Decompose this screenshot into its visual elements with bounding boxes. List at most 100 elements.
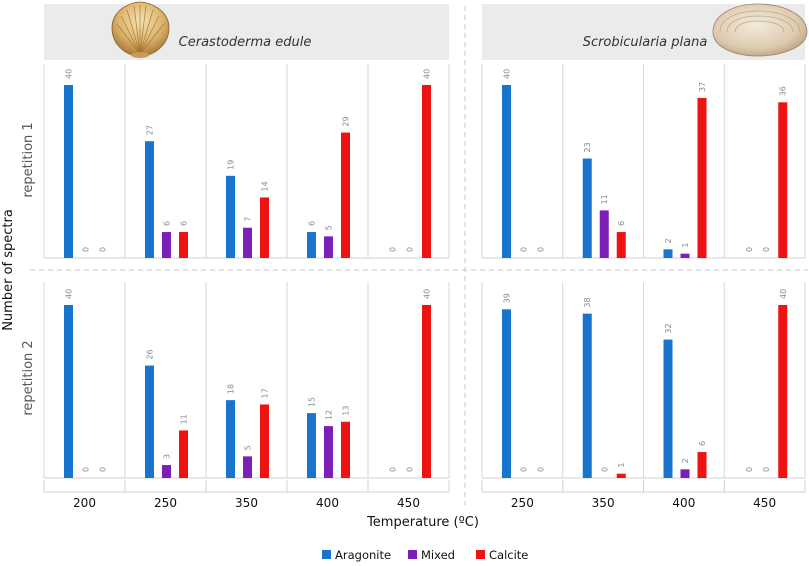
- bar-cerastoderma-edule-rep2-400-mixed: [324, 426, 333, 478]
- data-label-cerastoderma-edule-rep2-250-aragonite: 26: [146, 349, 155, 359]
- data-label-cerastoderma-edule-rep1-400-calcite: 29: [342, 116, 351, 126]
- bar-cerastoderma-edule-rep2-250-mixed: [162, 465, 171, 478]
- y-axis-title: Number of spectra: [1, 209, 16, 331]
- bar-scrobicularia-plana-rep2-350-aragonite: [582, 313, 592, 478]
- bar-scrobicularia-plana-rep1-250-aragonite: [502, 85, 511, 258]
- data-label-cerastoderma-edule-rep2-350-mixed: 5: [244, 445, 253, 450]
- bar-cerastoderma-edule-rep2-200-aragonite: [64, 305, 73, 478]
- data-label-scrobicularia-plana-rep1-450-mixed: 0: [762, 247, 771, 252]
- data-label-scrobicularia-plana-rep2-350-calcite: 1: [617, 463, 626, 468]
- data-label-scrobicularia-plana-rep1-400-mixed: 1: [681, 243, 690, 248]
- data-label-scrobicularia-plana-rep1-350-mixed: 11: [600, 194, 609, 204]
- bar-cerastoderma-edule-rep1-200-aragonite: [64, 85, 73, 258]
- data-label-scrobicularia-plana-rep1-400-calcite: 37: [698, 82, 707, 92]
- data-label-cerastoderma-edule-rep2-350-aragonite: 18: [227, 384, 236, 394]
- bar-cerastoderma-edule-rep1-250-aragonite: [145, 141, 154, 258]
- x-tick-label-cerastoderma-edule-350: 350: [235, 496, 258, 510]
- legend-label-calcite: Calcite: [489, 548, 528, 562]
- data-label-cerastoderma-edule-rep1-350-mixed: 7: [244, 217, 253, 222]
- bar-scrobicularia-plana-rep2-400-aragonite: [663, 339, 673, 478]
- bar-cerastoderma-edule-rep2-400-aragonite: [307, 413, 316, 478]
- data-label-cerastoderma-edule-rep1-250-calcite: 6: [180, 221, 189, 226]
- data-label-cerastoderma-edule-rep1-450-mixed: 0: [406, 247, 415, 252]
- bar-cerastoderma-edule-rep2-250-aragonite: [145, 365, 154, 478]
- data-label-cerastoderma-edule-rep1-200-aragonite: 40: [65, 69, 74, 79]
- legend-label-aragonite: Aragonite: [335, 548, 391, 562]
- data-label-scrobicularia-plana-rep2-250-aragonite: 39: [503, 293, 512, 303]
- bar-scrobicularia-plana-rep1-400-aragonite: [663, 249, 673, 258]
- data-label-scrobicularia-plana-rep2-350-aragonite: 38: [583, 297, 592, 307]
- data-label-scrobicularia-plana-rep2-250-calcite: 0: [537, 467, 546, 472]
- bar-cerastoderma-edule-rep1-400-aragonite: [307, 232, 316, 258]
- bar-cerastoderma-edule-rep1-400-mixed: [324, 236, 333, 258]
- bar-scrobicularia-plana-rep2-450-calcite: [778, 305, 788, 478]
- data-label-scrobicularia-plana-rep1-250-mixed: 0: [520, 247, 529, 252]
- data-label-cerastoderma-edule-rep2-350-calcite: 17: [261, 388, 270, 398]
- x-tick-label-cerastoderma-edule-400: 400: [316, 496, 339, 510]
- data-label-scrobicularia-plana-rep1-350-aragonite: 23: [583, 142, 592, 152]
- data-label-cerastoderma-edule-rep1-200-calcite: 0: [99, 247, 108, 252]
- data-label-cerastoderma-edule-rep1-450-calcite: 40: [423, 69, 432, 79]
- bar-cerastoderma-edule-rep1-350-aragonite: [226, 175, 235, 258]
- data-label-scrobicularia-plana-rep1-450-aragonite: 0: [745, 247, 754, 252]
- bar-cerastoderma-edule-rep1-450-calcite: [422, 85, 431, 258]
- data-label-cerastoderma-edule-rep1-350-aragonite: 19: [227, 160, 236, 170]
- data-label-cerastoderma-edule-rep2-450-calcite: 40: [423, 289, 432, 299]
- bar-cerastoderma-edule-rep2-350-calcite: [260, 404, 269, 478]
- data-label-scrobicularia-plana-rep1-450-calcite: 36: [779, 86, 788, 96]
- bar-cerastoderma-edule-rep1-350-calcite: [260, 197, 269, 258]
- data-label-scrobicularia-plana-rep2-400-mixed: 2: [681, 458, 690, 463]
- x-tick-label-cerastoderma-edule-250: 250: [154, 496, 177, 510]
- data-label-scrobicularia-plana-rep1-250-aragonite: 40: [503, 69, 512, 79]
- data-label-scrobicularia-plana-rep2-450-mixed: 0: [762, 467, 771, 472]
- bar-scrobicularia-plana-rep1-400-mixed: [680, 253, 690, 258]
- data-label-scrobicularia-plana-rep2-450-aragonite: 0: [745, 467, 754, 472]
- species-header-box-cerastoderma: [44, 4, 449, 60]
- bar-cerastoderma-edule-rep2-250-calcite: [179, 430, 188, 478]
- legend-label-mixed: Mixed: [421, 548, 455, 562]
- data-label-cerastoderma-edule-rep1-400-mixed: 5: [325, 225, 334, 230]
- bar-scrobicularia-plana-rep1-350-mixed: [599, 210, 609, 258]
- bar-cerastoderma-edule-rep1-350-mixed: [243, 227, 252, 258]
- data-label-cerastoderma-edule-rep2-450-mixed: 0: [406, 467, 415, 472]
- bar-cerastoderma-edule-rep2-400-calcite: [341, 421, 350, 478]
- bar-cerastoderma-edule-rep2-350-mixed: [243, 456, 252, 478]
- data-label-cerastoderma-edule-rep1-400-aragonite: 6: [308, 221, 317, 226]
- bar-cerastoderma-edule-rep1-400-calcite: [341, 132, 350, 258]
- data-label-cerastoderma-edule-rep1-450-aragonite: 0: [389, 247, 398, 252]
- x-tick-label-scrobicularia-plana-250: 250: [511, 496, 534, 510]
- species-title-cerastoderma-edule: Cerastoderma edule: [179, 35, 312, 50]
- row-label-repetition-2: repetition 2: [21, 340, 36, 415]
- bar-cerastoderma-edule-rep2-450-calcite: [422, 305, 431, 478]
- data-label-scrobicularia-plana-rep1-400-aragonite: 2: [664, 238, 673, 243]
- data-label-scrobicularia-plana-rep1-350-calcite: 6: [617, 221, 626, 226]
- data-label-cerastoderma-edule-rep2-400-calcite: 13: [342, 406, 351, 416]
- cockle-shell-icon: [111, 1, 170, 58]
- data-label-cerastoderma-edule-rep2-200-calcite: 0: [99, 467, 108, 472]
- bar-cerastoderma-edule-rep1-250-calcite: [179, 232, 188, 258]
- clam-shell-icon: [712, 3, 808, 57]
- data-label-scrobicularia-plana-rep2-400-aragonite: 32: [664, 323, 673, 333]
- data-label-scrobicularia-plana-rep1-250-calcite: 0: [537, 247, 546, 252]
- bar-scrobicularia-plana-rep1-350-aragonite: [582, 158, 592, 258]
- x-tick-label-scrobicularia-plana-400: 400: [672, 496, 695, 510]
- bar-scrobicularia-plana-rep1-450-calcite: [778, 102, 788, 258]
- bar-scrobicularia-plana-rep2-250-aragonite: [502, 309, 511, 478]
- data-label-cerastoderma-edule-rep2-200-mixed: 0: [82, 467, 91, 472]
- data-label-cerastoderma-edule-rep2-400-aragonite: 15: [308, 397, 317, 407]
- data-label-scrobicularia-plana-rep2-450-calcite: 40: [779, 289, 788, 299]
- data-label-cerastoderma-edule-rep1-250-mixed: 6: [163, 221, 172, 226]
- data-label-cerastoderma-edule-rep2-250-calcite: 11: [180, 414, 189, 424]
- bar-scrobicularia-plana-rep1-350-calcite: [616, 232, 626, 258]
- data-label-cerastoderma-edule-rep2-450-aragonite: 0: [389, 467, 398, 472]
- legend-swatch-calcite: [476, 550, 485, 559]
- data-label-cerastoderma-edule-rep2-400-mixed: 12: [325, 410, 334, 420]
- species-title-scrobicularia-plana: Scrobicularia plana: [583, 35, 708, 50]
- legend-swatch-aragonite: [322, 550, 331, 559]
- bar-scrobicularia-plana-rep1-400-calcite: [697, 97, 707, 258]
- bar-cerastoderma-edule-rep1-250-mixed: [162, 232, 171, 258]
- row-label-repetition-1: repetition 1: [21, 122, 36, 197]
- x-tick-label-scrobicularia-plana-350: 350: [592, 496, 615, 510]
- data-label-scrobicularia-plana-rep2-250-mixed: 0: [520, 467, 529, 472]
